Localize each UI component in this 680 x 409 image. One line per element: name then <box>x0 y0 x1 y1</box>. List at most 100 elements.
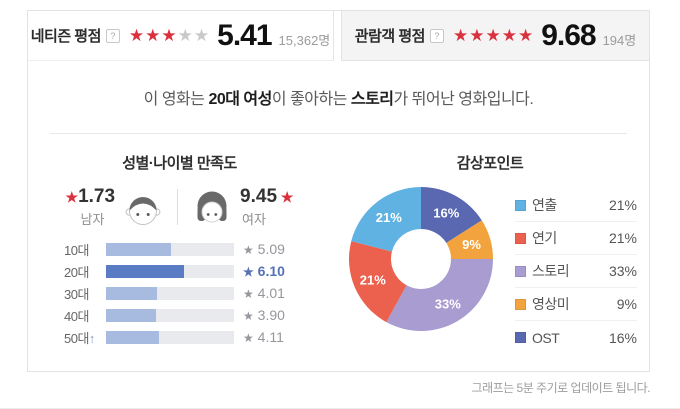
legend-row-연출: 연출 21% <box>515 189 637 222</box>
summary-highlight-demographic: 20대 여성 <box>208 91 272 108</box>
star-icon: ★ <box>243 287 254 301</box>
section-divider <box>50 133 627 134</box>
star-icon: ★ <box>277 189 294 205</box>
age-bar-track <box>106 308 234 322</box>
donut-slice-label: 21% <box>376 210 402 225</box>
legend-swatch-icon <box>515 298 526 310</box>
legend-label: 영상미 <box>532 296 570 312</box>
star-icon: ★ <box>243 331 254 345</box>
legend-value: 16% <box>608 329 637 346</box>
legend-swatch-icon <box>515 199 526 211</box>
star-icon: ★ <box>469 25 486 45</box>
age-bar-fill <box>106 242 172 256</box>
legend-label: 스토리 <box>532 263 570 279</box>
tab-audience-rating[interactable]: 관람객 평점 ? ★★★★★ 9.68 194명 <box>341 11 649 61</box>
legend-row-연기: 연기 21% <box>515 222 637 255</box>
age-score: ★ 3.90 <box>243 307 285 323</box>
donut-slice-label: 9% <box>462 237 481 252</box>
viewing-points-title: 감상포인트 <box>456 155 524 172</box>
netizen-vote-count: 15,362명 <box>278 33 331 48</box>
gender-scores: ★1.73 남자 <box>28 185 331 229</box>
legend-row-영상미: 영상미 9% <box>515 288 637 321</box>
audience-rating-label: 관람객 평점 <box>354 28 426 45</box>
gender-divider <box>177 189 179 225</box>
age-bar-track <box>106 264 234 278</box>
star-icon: ★ <box>243 265 254 279</box>
age-label: 50대↑ <box>64 330 95 346</box>
legend-swatch-icon <box>515 265 526 277</box>
star-icon: ★ <box>145 25 162 45</box>
viewing-points-donut-chart: 16% 9% 33% 21% 21% <box>348 187 493 331</box>
female-face-icon <box>197 191 227 223</box>
age-label: 30대 <box>64 286 89 302</box>
donut-slice-label: 16% <box>433 205 459 220</box>
star-icon: ★ <box>452 25 470 45</box>
legend-value: 9% <box>616 296 637 312</box>
donut-slice-연출 <box>351 187 421 252</box>
viewing-points-section: 감상포인트 16% 9% 33% 21% 21% 연출 21% 연기 21% 스토리 33% 영상미… <box>331 134 649 372</box>
female-score: 9.45 <box>240 186 278 207</box>
age-satisfaction-row: 40대 ★ 3.90 <box>64 304 331 326</box>
summary-prefix: 이 영화는 <box>143 91 209 108</box>
legend-row-스토리: 스토리 33% <box>515 255 637 288</box>
star-icon: ★ <box>161 25 178 45</box>
rating-panel: 네티즌 평점 ? ★★★★★ 5.41 15,362명 관람객 평점 ? ★★★… <box>27 10 650 372</box>
star-icon: ★ <box>193 25 211 45</box>
age-satisfaction-row: 30대 ★ 4.01 <box>64 282 331 304</box>
age-bar-fill <box>106 286 158 300</box>
legend-label: 연출 <box>532 197 557 213</box>
age-label: 40대 <box>64 308 89 324</box>
age-score: ★ 6.10 <box>243 263 285 279</box>
star-icon: ★ <box>128 25 146 45</box>
help-icon[interactable]: ? <box>429 28 444 43</box>
legend-swatch-icon <box>515 232 526 244</box>
tab-netizen-rating[interactable]: 네티즌 평점 ? ★★★★★ 5.41 15,362명 <box>28 11 334 61</box>
star-icon: ★ <box>517 25 535 45</box>
rating-tabs: 네티즌 평점 ? ★★★★★ 5.41 15,362명 관람객 평점 ? ★★★… <box>28 11 649 61</box>
age-bar-fill <box>106 264 185 278</box>
age-bar-track <box>106 286 234 300</box>
age-label: 10대 <box>64 242 89 258</box>
summary-highlight-point: 스토리 <box>350 91 394 108</box>
legend-value: 21% <box>608 197 637 213</box>
age-satisfaction-bars: 10대 ★ 5.09 20대 ★ 6.10 30대 ★ 4.01 40대 ★ 3.90 50대↑… <box>28 238 331 348</box>
star-icon: ★ <box>501 25 518 45</box>
age-satisfaction-row: 20대 ★ 6.10 <box>64 260 331 282</box>
netizen-star-rating: ★★★★★ <box>129 26 210 46</box>
legend-label: OST <box>532 329 560 346</box>
audience-star-rating: ★★★★★ <box>453 26 534 46</box>
summary-middle: 이 좋아하는 <box>271 91 351 108</box>
donut-slice-영상미 <box>446 220 493 259</box>
age-bar-track <box>106 242 234 256</box>
help-icon[interactable]: ? <box>105 28 120 43</box>
age-score: ★ 4.11 <box>243 329 284 345</box>
donut-slice-OST <box>421 187 482 243</box>
legend-row-OST: OST 16% <box>515 321 637 354</box>
age-label: 20대 <box>64 264 89 280</box>
star-icon: ★ <box>243 243 254 257</box>
star-icon: ★ <box>65 189 79 205</box>
viewing-points-legend: 연출 21% 연기 21% 스토리 33% 영상미 9% OST 16% <box>515 189 637 354</box>
age-satisfaction-row: 10대 ★ 5.09 <box>64 238 331 260</box>
male-label: 남자 <box>80 212 105 227</box>
gender-age-satisfaction-section: 성별·나이별 만족도 ★1.73 남자 <box>28 134 331 372</box>
age-bar-fill <box>106 308 156 322</box>
donut-slice-스토리 <box>386 259 493 331</box>
update-footnote: 그래프는 5분 주기로 업데이트 됩니다. <box>471 381 651 395</box>
male-score-block: ★1.73 남자 <box>66 186 116 228</box>
female-score-block: 9.45 ★ 여자 <box>240 186 293 228</box>
summary-suffix: 가 뛰어난 영화입니다. <box>393 91 534 108</box>
donut-slice-label: 33% <box>435 297 461 312</box>
legend-label: 연기 <box>532 230 557 246</box>
donut-slice-연기 <box>348 241 407 323</box>
legend-swatch-icon <box>515 332 526 343</box>
age-satisfaction-row: 50대↑ ★ 4.11 <box>64 326 331 348</box>
summary-sentence: 이 영화는 20대 여성이 좋아하는 스토리가 뛰어난 영화입니다. <box>28 61 649 133</box>
female-label: 여자 <box>242 212 266 227</box>
star-icon: ★ <box>177 25 194 45</box>
netizen-rating-label: 네티즌 평점 <box>30 28 102 45</box>
tab-spacer <box>334 11 341 61</box>
age-score: ★ 4.01 <box>243 285 285 301</box>
male-face-icon <box>125 197 161 225</box>
